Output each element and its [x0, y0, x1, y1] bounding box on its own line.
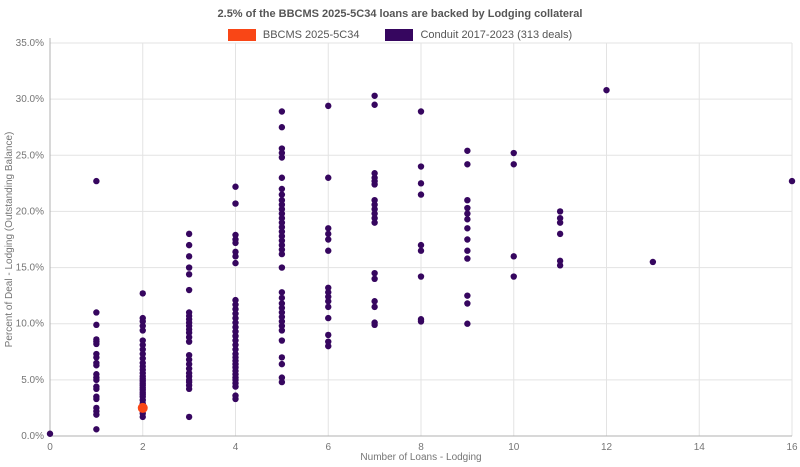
svg-text:8: 8	[418, 442, 424, 453]
svg-text:14: 14	[694, 442, 706, 453]
x-axis-label: Number of Loans - Lodging	[360, 452, 481, 463]
svg-text:6: 6	[325, 442, 331, 453]
legend-label-bbcms: BBCMS 2025-5C34	[262, 29, 360, 41]
legend-item-conduit: Conduit 2017-2023 (313 deals)	[385, 29, 572, 41]
svg-text:25.0%: 25.0%	[16, 150, 44, 161]
y-axis-label: Percent of Deal - Lodging (Outstanding B…	[4, 132, 15, 348]
axes	[49, 38, 792, 437]
svg-text:4: 4	[233, 442, 239, 453]
svg-text:5.0%: 5.0%	[21, 375, 44, 386]
svg-text:30.0%: 30.0%	[16, 94, 44, 105]
tick-labels: 0 2 4 6 8 10 12 14 16 0.0% 5.0% 10.0% 15.0% 20.0% 25.0…	[16, 38, 798, 453]
svg-text:2: 2	[140, 442, 146, 453]
svg-text:15.0%: 15.0%	[16, 263, 44, 274]
svg-text:20.0%: 20.0%	[16, 206, 44, 217]
svg-text:16: 16	[786, 442, 798, 453]
chart-title: 2.5% of the BBCMS 2025-5C34 loans are ba…	[217, 8, 583, 20]
legend-swatch-conduit	[385, 29, 414, 41]
series-points-0	[137, 402, 148, 413]
svg-text:35.0%: 35.0%	[16, 38, 44, 49]
svg-text:10.0%: 10.0%	[16, 319, 44, 330]
svg-text:0: 0	[47, 442, 53, 453]
svg-text:10: 10	[508, 442, 520, 453]
series-points-1	[46, 86, 796, 437]
legend-swatch-bbcms	[227, 29, 256, 41]
gridlines	[50, 42, 793, 437]
legend-item-bbcms: BBCMS 2025-5C34	[227, 29, 360, 41]
legend: BBCMS 2025-5C34 Conduit 2017-2023 (313 d…	[0, 29, 800, 41]
legend-label-conduit: Conduit 2017-2023 (313 deals)	[420, 29, 573, 41]
svg-text:12: 12	[601, 442, 613, 453]
svg-text:0.0%: 0.0%	[21, 431, 44, 442]
